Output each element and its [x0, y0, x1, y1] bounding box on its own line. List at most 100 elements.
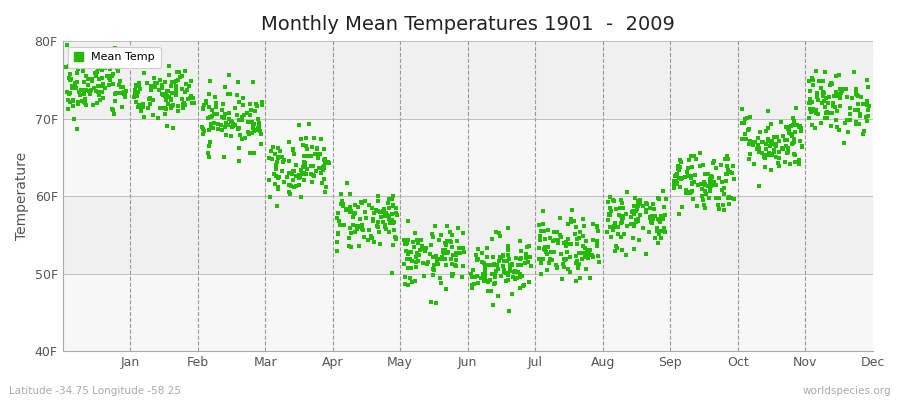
Point — [632, 236, 646, 243]
Point — [141, 96, 156, 102]
Point — [778, 136, 792, 143]
Point — [196, 102, 211, 109]
Point — [578, 251, 592, 258]
Point — [408, 278, 422, 284]
Point — [826, 92, 841, 99]
Point — [616, 215, 630, 221]
Point — [244, 106, 258, 113]
Point — [82, 88, 96, 94]
Point — [262, 177, 276, 183]
Point — [129, 82, 143, 88]
Point — [508, 276, 522, 282]
Point — [806, 106, 820, 113]
Point — [569, 224, 583, 230]
Point — [321, 159, 336, 166]
Point — [478, 268, 492, 275]
Point — [667, 185, 681, 191]
Point — [407, 244, 421, 250]
Point — [834, 88, 849, 94]
Point — [71, 101, 86, 108]
Point — [510, 275, 525, 281]
Point — [433, 275, 447, 281]
Point — [159, 87, 174, 94]
Point — [615, 246, 629, 253]
Point — [615, 219, 629, 226]
Point — [517, 282, 531, 288]
Point — [770, 134, 784, 140]
Point — [410, 259, 424, 265]
Point — [299, 135, 313, 141]
Point — [685, 188, 699, 194]
Point — [176, 105, 190, 112]
Point — [616, 204, 630, 211]
Point — [522, 254, 536, 260]
Point — [792, 161, 806, 167]
Point — [561, 221, 575, 227]
Point — [683, 173, 698, 180]
Point — [711, 202, 725, 208]
Point — [315, 180, 329, 186]
Point — [213, 122, 228, 128]
Point — [518, 260, 532, 266]
Point — [493, 255, 508, 261]
Point — [654, 235, 669, 241]
Point — [355, 222, 369, 228]
Point — [169, 92, 184, 98]
Point — [802, 115, 816, 121]
Point — [73, 92, 87, 98]
Point — [860, 102, 875, 108]
Point — [578, 250, 592, 256]
Point — [852, 112, 867, 119]
Point — [197, 128, 211, 134]
Point — [202, 114, 217, 120]
Point — [693, 150, 707, 156]
Point — [628, 217, 643, 223]
Point — [290, 173, 304, 179]
Point — [698, 204, 712, 211]
Point — [603, 210, 617, 217]
Point — [524, 262, 538, 269]
Point — [116, 91, 130, 98]
Point — [550, 263, 564, 270]
Point — [508, 254, 523, 261]
Point — [772, 148, 787, 155]
Point — [802, 78, 816, 84]
Point — [375, 208, 390, 214]
Point — [225, 124, 239, 130]
Point — [112, 82, 126, 88]
Point — [312, 151, 327, 157]
Point — [457, 248, 472, 255]
Point — [475, 250, 490, 256]
Point — [179, 80, 194, 87]
Point — [549, 228, 563, 235]
Point — [794, 125, 808, 131]
Point — [232, 125, 247, 131]
Point — [468, 252, 482, 258]
Point — [608, 248, 623, 254]
Point — [810, 89, 824, 96]
Point — [714, 162, 728, 168]
Point — [441, 249, 455, 256]
Point — [143, 101, 157, 107]
Point — [201, 115, 215, 121]
Point — [366, 218, 381, 224]
Point — [355, 199, 369, 205]
Point — [670, 181, 684, 187]
Point — [319, 184, 333, 190]
Point — [444, 256, 458, 262]
Point — [570, 278, 584, 284]
Point — [388, 234, 402, 240]
Point — [557, 240, 572, 246]
Point — [385, 196, 400, 202]
Point — [382, 220, 397, 226]
Point — [398, 274, 412, 280]
Point — [636, 203, 651, 210]
Point — [403, 265, 418, 271]
Point — [155, 91, 169, 97]
Point — [398, 281, 412, 287]
Point — [514, 248, 528, 254]
Point — [746, 138, 760, 145]
Point — [689, 203, 704, 210]
Point — [430, 256, 445, 262]
Point — [705, 173, 719, 180]
